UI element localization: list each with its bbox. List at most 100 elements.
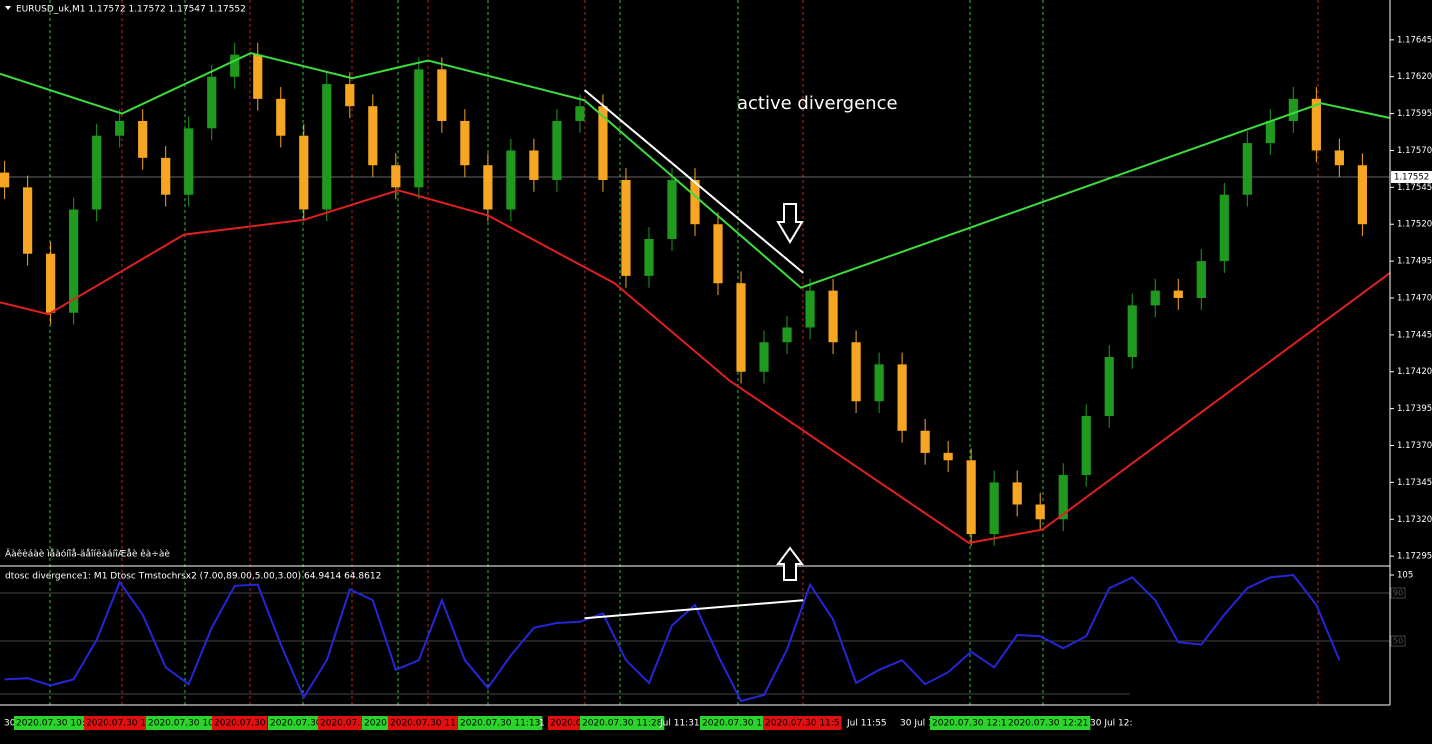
candle-body	[713, 224, 723, 284]
time-label-bg	[14, 716, 93, 730]
candle-body	[1081, 416, 1091, 476]
arrow-down	[776, 203, 804, 244]
time-label: 2020.07.30 12:21	[1008, 719, 1088, 729]
overlay-line	[0, 52, 1391, 289]
time-label: 2020.07.30	[214, 719, 266, 729]
candle-body	[874, 364, 884, 402]
candle-body	[644, 238, 654, 276]
y-tick-label: 1.17645	[1397, 35, 1432, 45]
time-label: 2020.07.30	[270, 719, 322, 729]
candle-body	[230, 54, 240, 77]
candle-body	[759, 342, 769, 372]
candle-body	[299, 135, 309, 210]
candle-body	[322, 84, 332, 210]
candle-body	[1288, 98, 1298, 121]
candle-body	[1311, 98, 1321, 151]
time-label-bg	[212, 716, 268, 730]
y-tick-label: 1.17345	[1397, 478, 1432, 488]
candle-body	[23, 187, 33, 254]
time-label: 2020.07.30 11:5	[765, 719, 840, 729]
time-label-bg	[458, 716, 543, 730]
time-label: 2020.07.30 10:1	[16, 719, 91, 729]
time-label: 2020.07.30 11	[390, 719, 456, 729]
y-tick-label: 1.17520	[1397, 220, 1432, 230]
candle-body	[736, 283, 746, 372]
overlay-line	[0, 189, 1391, 544]
time-label-bg	[763, 716, 842, 730]
symbol-info: EURUSD_uk,M1 1.17572 1.17572 1.17547 1.1…	[16, 5, 246, 15]
candle-body	[667, 179, 677, 239]
candle-body	[1058, 475, 1068, 520]
last-price-label: 1.17552	[1394, 173, 1429, 183]
candle-body	[1242, 143, 1252, 195]
divergence-line	[584, 599, 804, 620]
candle-body	[483, 165, 493, 210]
time-label-bg	[146, 716, 216, 730]
plot: 1.176451.176201.175951.175701.175451.175…	[0, 35, 1432, 703]
y-tick-label: 1.17545	[1397, 183, 1432, 193]
y-tick-label: 1.17395	[1397, 404, 1432, 414]
candle-body	[1104, 356, 1114, 417]
last-price-box	[1391, 171, 1432, 184]
candle-body	[345, 84, 355, 107]
arrow-up	[776, 546, 804, 581]
time-label-bg	[268, 716, 324, 730]
time-label: 2020.07.3	[320, 719, 366, 729]
y-tick-label: 1.17470	[1397, 293, 1432, 303]
candle-body	[276, 98, 286, 136]
candle-body	[460, 120, 470, 166]
time-label: 30 Jul 12:	[1090, 719, 1133, 729]
candle-body	[391, 165, 401, 188]
overlay-line	[583, 89, 804, 274]
time-label: 2020.07.30 11	[702, 719, 768, 729]
y-tick-label: 1.17570	[1397, 146, 1432, 156]
time-label: 2020.07.30 12:1	[932, 719, 1007, 729]
time-label-bg	[1006, 716, 1091, 730]
candle-body	[414, 69, 424, 188]
time-label: 30	[4, 719, 16, 729]
candle-body	[552, 120, 562, 180]
y-tick-label: 1.17370	[1397, 441, 1432, 451]
y-tick-label: 1.17445	[1397, 330, 1432, 340]
time-label-bg	[84, 716, 149, 730]
candle-body	[1150, 290, 1160, 306]
candle-body	[207, 76, 217, 129]
time-label: 2020.07.30 11:13	[460, 719, 540, 729]
time-label-bg	[580, 716, 665, 730]
candle-body	[782, 327, 792, 343]
y-tick-label: 1.17595	[1397, 109, 1432, 119]
time-label: 2020	[364, 719, 387, 729]
indicator-line	[4, 573, 1341, 703]
time-label-bg	[318, 716, 368, 730]
time-label-bg	[700, 716, 770, 730]
y-tick-label: 1.17495	[1397, 257, 1432, 267]
y-tick-label: 1.17420	[1397, 367, 1432, 377]
time-label: 2020.0	[550, 719, 582, 729]
level-box	[1390, 587, 1406, 599]
candle-body	[1012, 482, 1022, 505]
candle-body	[851, 342, 861, 402]
candle-body	[1334, 150, 1344, 166]
y-tick-label: 105	[1397, 571, 1413, 581]
candle-body	[253, 54, 263, 99]
time-label: 2020.07.30 1	[86, 719, 146, 729]
menu-triangle[interactable]	[5, 6, 11, 10]
candle-body	[506, 150, 516, 210]
candle-body	[69, 209, 79, 313]
candle-body	[1196, 261, 1206, 298]
status-text: Äàêèáàè ìåàóíîå-äåîíëàáíîÆåè êà÷àè	[5, 549, 170, 560]
candle-body	[138, 120, 148, 158]
time-label: 2020.07.30 11:28	[582, 719, 663, 729]
y-tick-label: 1.17620	[1397, 72, 1432, 82]
time-label-bg	[548, 716, 584, 730]
candle-body	[115, 120, 125, 136]
time-label-bg	[388, 716, 458, 730]
time-label: Jul 11:31	[659, 719, 700, 729]
level-box	[1390, 635, 1406, 647]
candle-body	[1265, 120, 1275, 144]
time-label: 2020.07.30 10	[148, 719, 214, 729]
candle-body	[368, 106, 378, 166]
candle-body	[920, 430, 930, 453]
